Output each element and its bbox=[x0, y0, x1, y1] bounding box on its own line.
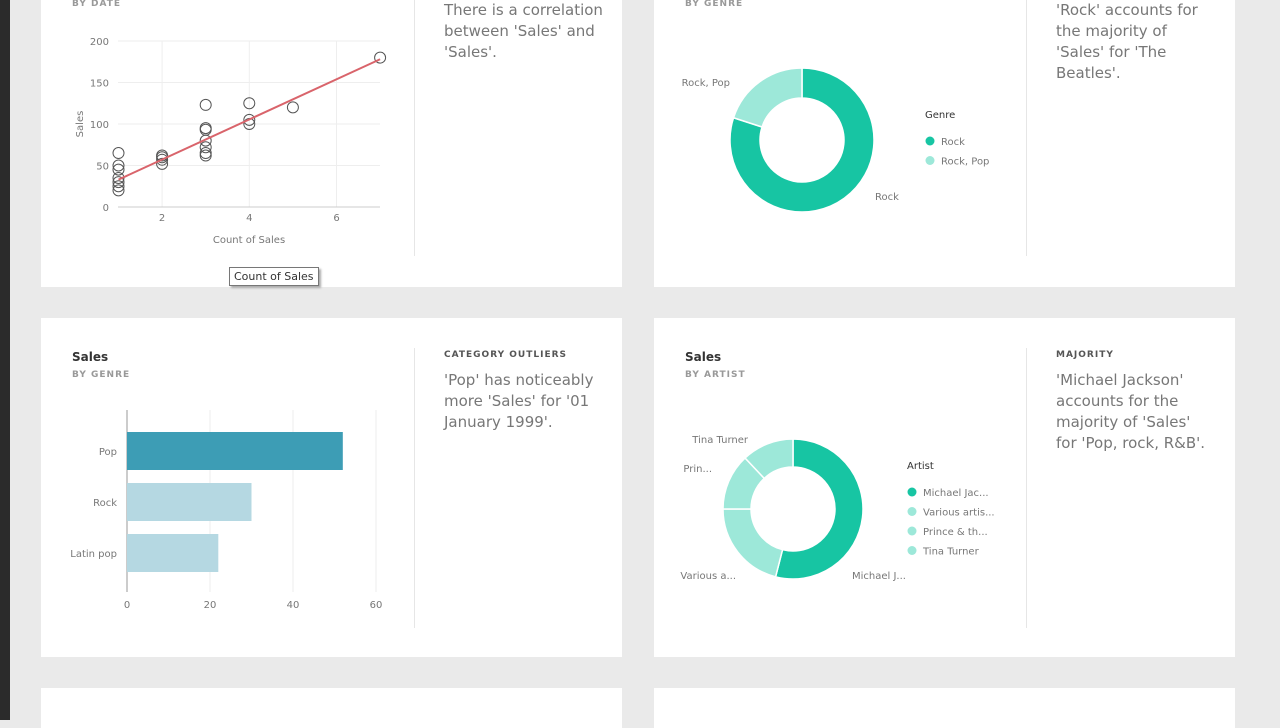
scatter-card[interactable] bbox=[41, 0, 622, 287]
legend-item: Rock bbox=[941, 137, 965, 148]
scatter-point bbox=[156, 153, 169, 166]
scatter-point bbox=[243, 113, 256, 126]
divider bbox=[414, 348, 415, 628]
x-tick-label: 0 bbox=[124, 600, 130, 611]
donut-slice bbox=[774, 438, 864, 580]
y-axis-label: Sales bbox=[75, 111, 86, 138]
slice-label: Rock, Pop bbox=[682, 78, 730, 89]
insight-text: 'Pop' has noticeably more 'Sales' for '0… bbox=[444, 371, 594, 431]
x-tick-label: 4 bbox=[246, 213, 252, 224]
insight-heading: MAJORITY bbox=[1056, 350, 1114, 360]
legend-item: Michael Jac... bbox=[923, 488, 989, 499]
scatter-point bbox=[112, 147, 125, 160]
legend-marker bbox=[907, 526, 917, 536]
card-subtitle: BY ARTIST bbox=[685, 370, 746, 380]
slice-label: Rock bbox=[875, 192, 899, 203]
scatter-point bbox=[286, 101, 299, 114]
scatter-point bbox=[199, 122, 212, 135]
trend-line bbox=[118, 58, 381, 181]
scatter-point bbox=[156, 149, 169, 162]
insight-text: 'Michael Jackson' accounts for the major… bbox=[1056, 371, 1206, 452]
scatter-point bbox=[199, 147, 212, 160]
legend-marker bbox=[907, 507, 917, 516]
divider bbox=[1026, 0, 1027, 256]
x-axis-label: Count of Sales bbox=[213, 235, 285, 246]
scatter-point bbox=[112, 184, 125, 197]
scatter-point bbox=[374, 51, 387, 64]
category-label: Latin pop bbox=[70, 549, 117, 560]
slice-label: Various a... bbox=[680, 571, 736, 582]
scatter-point bbox=[199, 98, 212, 111]
insight-text: 'Rock' accounts for the majority of 'Sal… bbox=[1056, 1, 1198, 82]
card-subtitle: BY DATE bbox=[72, 0, 122, 9]
scatter-point bbox=[112, 176, 125, 189]
category-label: Pop bbox=[99, 447, 117, 458]
y-tick-label: 200 bbox=[90, 37, 109, 48]
legend-marker bbox=[907, 487, 917, 497]
bar bbox=[127, 534, 219, 572]
slice-label: Michael J... bbox=[852, 571, 906, 582]
y-tick-label: 0 bbox=[103, 203, 109, 214]
donut-slice bbox=[744, 438, 794, 480]
bar bbox=[127, 432, 343, 470]
scatter-point bbox=[199, 149, 212, 162]
card-subtitle: BY GENRE bbox=[685, 0, 744, 9]
bar bbox=[127, 483, 252, 521]
legend-item: Tina Turner bbox=[922, 547, 980, 558]
scatter-point bbox=[156, 157, 169, 170]
divider bbox=[1026, 348, 1027, 628]
x-tick-label: 6 bbox=[333, 213, 339, 224]
scatter-point bbox=[112, 163, 125, 176]
tooltip: Count of Sales bbox=[229, 267, 319, 286]
card-subtitle: BY GENRE bbox=[72, 370, 131, 380]
donut-slice bbox=[722, 508, 784, 578]
legend-title: Artist bbox=[907, 461, 934, 472]
scatter-point bbox=[199, 141, 212, 154]
category-label: Rock bbox=[93, 498, 117, 509]
divider bbox=[414, 0, 415, 256]
x-tick-label: 2 bbox=[159, 213, 165, 224]
insight-text: There is a correlation between 'Sales' a… bbox=[444, 1, 603, 61]
x-tick-label: 60 bbox=[370, 600, 383, 611]
slice-label: Tina Turner bbox=[691, 435, 749, 446]
legend-item: Prince & th... bbox=[923, 527, 988, 538]
legend-marker bbox=[907, 546, 917, 555]
x-tick-label: 40 bbox=[287, 600, 300, 611]
y-tick-label: 50 bbox=[96, 162, 109, 173]
y-tick-label: 100 bbox=[90, 120, 109, 131]
legend-marker bbox=[925, 156, 935, 165]
x-tick-label: 20 bbox=[204, 600, 217, 611]
left-edge bbox=[0, 0, 10, 720]
legend-item: Various artis... bbox=[923, 508, 995, 519]
card-title: Sales bbox=[72, 350, 109, 364]
legend-item: Rock, Pop bbox=[941, 157, 989, 168]
y-tick-label: 150 bbox=[90, 79, 109, 90]
insight-heading: CATEGORY OUTLIERS bbox=[444, 350, 568, 360]
donut-slice bbox=[732, 67, 803, 128]
legend-marker bbox=[925, 136, 935, 146]
legend-title: Genre bbox=[925, 110, 955, 121]
donut-slice bbox=[729, 67, 875, 213]
card-title: Sales bbox=[685, 350, 722, 364]
scatter-point bbox=[112, 180, 125, 193]
scatter-point bbox=[112, 159, 125, 172]
scatter-point bbox=[243, 97, 256, 110]
slice-label: Prin... bbox=[683, 464, 712, 475]
